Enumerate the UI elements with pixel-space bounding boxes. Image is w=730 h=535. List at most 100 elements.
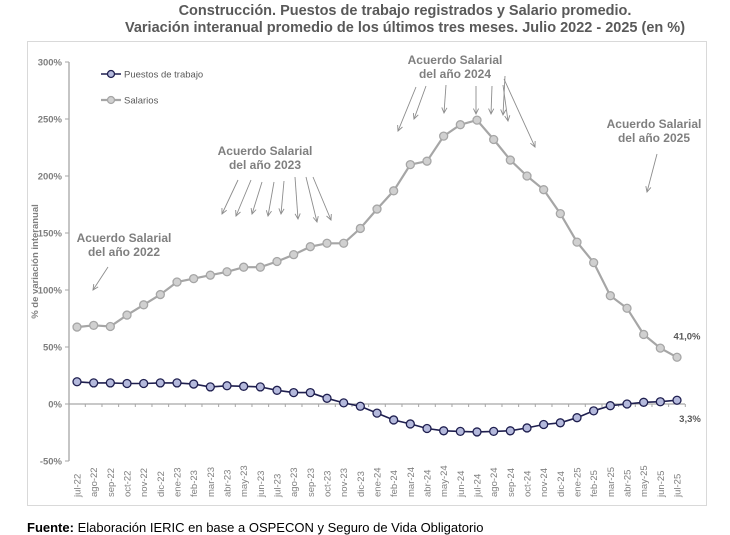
annotation-arrowhead bbox=[645, 186, 652, 194]
data-point-salarios bbox=[122, 310, 132, 320]
annotation-arrowhead bbox=[472, 108, 480, 116]
annotation-2023-line1: Acuerdo Salarial bbox=[218, 144, 313, 158]
x-tick-label: sep-22 bbox=[106, 468, 117, 497]
x-tick-label: ene-25 bbox=[573, 467, 584, 497]
data-point-salarios bbox=[589, 257, 599, 268]
x-tick-label: mar-24 bbox=[406, 467, 417, 497]
series-line-puestos bbox=[76, 381, 678, 433]
annotation-arrowhead bbox=[530, 140, 536, 148]
chart-title-line-2: Variación interanual promedio de los últ… bbox=[124, 20, 686, 36]
x-tick-label: jun-23 bbox=[256, 471, 267, 498]
annotation-arrowhead bbox=[412, 112, 419, 120]
source-label: Fuente: bbox=[27, 520, 74, 535]
data-point-salarios bbox=[489, 134, 499, 145]
data-point-salarios bbox=[439, 131, 449, 141]
data-point-puestos bbox=[622, 399, 632, 409]
data-point-salarios bbox=[155, 289, 165, 300]
data-point-salarios bbox=[305, 242, 315, 252]
data-point-puestos bbox=[639, 397, 649, 407]
x-tick-label: ene-23 bbox=[173, 467, 184, 497]
legend-marker bbox=[106, 69, 116, 79]
annotation-arrowhead bbox=[294, 213, 301, 221]
annotation-2022-line2: del año 2022 bbox=[88, 245, 160, 259]
data-point-puestos bbox=[672, 395, 682, 405]
data-point-puestos bbox=[255, 382, 265, 392]
x-tick-label: nov-24 bbox=[539, 468, 550, 497]
x-tick-label: nov-22 bbox=[139, 468, 150, 497]
data-point-salarios bbox=[572, 237, 582, 247]
data-point-puestos bbox=[205, 382, 215, 392]
x-tick-label: abr-25 bbox=[623, 470, 634, 497]
y-tick-label: 300% bbox=[38, 58, 63, 69]
annotation-arrow bbox=[502, 75, 506, 116]
end-label-salarios: 41,0% bbox=[674, 331, 701, 342]
annotation-arrow bbox=[92, 266, 109, 291]
data-point-salarios bbox=[639, 329, 649, 340]
data-point-salarios bbox=[422, 156, 432, 166]
data-point-salarios bbox=[539, 185, 549, 195]
chart-title-line-1: Construcción. Puestos de trabajo registr… bbox=[178, 3, 632, 19]
data-point-salarios bbox=[372, 204, 382, 214]
data-point-salarios bbox=[289, 250, 299, 260]
data-point-salarios bbox=[455, 120, 465, 130]
y-tick-label: 200% bbox=[38, 172, 63, 183]
x-tick-label: jun-25 bbox=[656, 471, 667, 498]
y-tick-label: 100% bbox=[38, 286, 63, 297]
x-tick-label: abr-23 bbox=[223, 470, 234, 497]
annotation-arrow bbox=[305, 176, 318, 223]
data-point-salarios bbox=[89, 320, 99, 330]
x-tick-label: dic-23 bbox=[356, 471, 367, 497]
data-point-salarios bbox=[189, 273, 199, 284]
data-point-salarios bbox=[172, 277, 182, 287]
y-tick-label: 150% bbox=[38, 229, 63, 240]
data-point-puestos bbox=[89, 378, 99, 388]
data-point-salarios bbox=[389, 186, 399, 196]
annotation-2024-line1: Acuerdo Salarial bbox=[408, 53, 503, 67]
annotation-2023-line2: del año 2023 bbox=[229, 158, 301, 172]
annotation-arrowhead bbox=[278, 208, 285, 216]
data-point-puestos bbox=[155, 378, 165, 388]
x-tick-label: jul-24 bbox=[473, 474, 484, 498]
annotation-arrowhead bbox=[441, 107, 448, 115]
x-tick-label: ago-24 bbox=[489, 467, 500, 497]
data-point-puestos bbox=[405, 419, 415, 429]
annotation-arrow bbox=[397, 86, 417, 132]
annotation-arrow bbox=[221, 179, 239, 215]
x-tick-label: oct-22 bbox=[123, 471, 134, 497]
annotation-arrow bbox=[267, 181, 275, 217]
data-point-salarios bbox=[655, 343, 665, 353]
data-point-puestos bbox=[72, 377, 82, 387]
annotation-arrow bbox=[251, 181, 263, 215]
annotation-2022-line1: Acuerdo Salarial bbox=[77, 231, 172, 245]
data-point-puestos bbox=[355, 401, 365, 411]
x-tick-label: oct-24 bbox=[523, 471, 534, 497]
data-point-puestos bbox=[372, 408, 382, 418]
end-label-puestos: 3,3% bbox=[679, 414, 701, 425]
data-point-puestos bbox=[539, 419, 549, 430]
data-point-salarios bbox=[405, 159, 415, 170]
x-tick-label: nov-23 bbox=[339, 468, 350, 497]
data-point-salarios bbox=[605, 291, 615, 301]
x-tick-label: dic-22 bbox=[156, 471, 167, 497]
x-tick-label: may-23 bbox=[239, 465, 250, 497]
data-point-puestos bbox=[589, 406, 599, 416]
x-tick-label: feb-25 bbox=[589, 470, 600, 497]
data-point-puestos bbox=[572, 413, 582, 423]
data-point-salarios bbox=[672, 352, 682, 362]
data-point-puestos bbox=[655, 397, 665, 407]
x-tick-label: dic-24 bbox=[556, 471, 567, 497]
annotation-arrowhead bbox=[326, 213, 332, 221]
data-point-puestos bbox=[439, 426, 449, 436]
data-point-puestos bbox=[555, 418, 565, 428]
annotation-arrow bbox=[235, 179, 252, 217]
data-point-puestos bbox=[305, 387, 315, 398]
x-tick-label: oct-23 bbox=[323, 471, 334, 497]
annotation-arrow bbox=[280, 180, 285, 215]
y-tick-label: -50% bbox=[40, 457, 63, 468]
annotation-arrowhead bbox=[500, 109, 507, 117]
data-point-salarios bbox=[205, 270, 215, 280]
data-point-puestos bbox=[322, 393, 332, 403]
annotation-arrow bbox=[646, 153, 658, 193]
data-point-salarios bbox=[139, 300, 149, 310]
